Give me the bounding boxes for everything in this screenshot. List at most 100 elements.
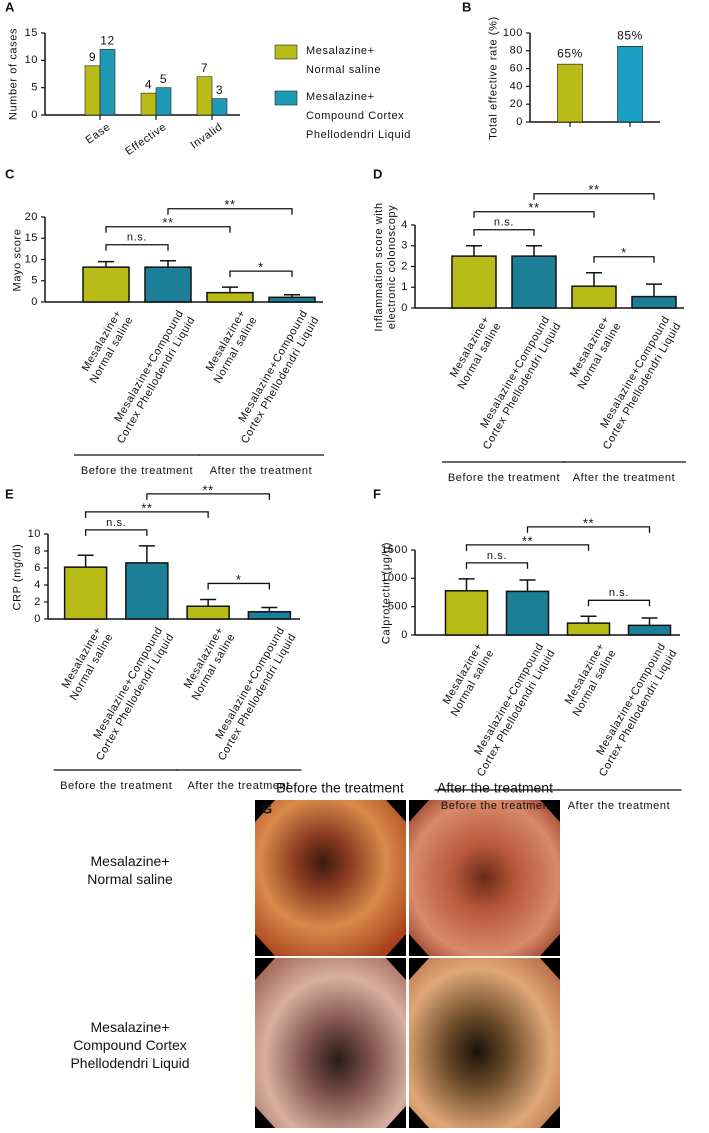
- y-tick-label: 80: [510, 45, 523, 57]
- significance-label: **: [528, 200, 539, 215]
- y-tick-label: 20: [510, 98, 523, 110]
- group-label: Before the treatment: [448, 472, 560, 484]
- y-tick-label: 60: [510, 63, 523, 75]
- panel-letter: E: [5, 486, 14, 501]
- y-tick-label: 1: [401, 281, 408, 293]
- y-tick-label: 1000: [381, 572, 408, 584]
- significance-label: *: [236, 572, 242, 587]
- value-label: 12: [100, 34, 115, 48]
- group-label: Before the treatment: [60, 780, 172, 792]
- y-tick-label: 0: [401, 629, 408, 641]
- y-tick-label: 10: [28, 528, 41, 540]
- y-axis-label: Number of cases: [7, 27, 20, 121]
- significance-bracket: [473, 211, 595, 218]
- error-bar: [641, 617, 658, 626]
- error-bar: [98, 260, 114, 268]
- y-axis-label: Calprotectin (μg/g): [380, 541, 393, 644]
- significance-bracket: [84, 529, 148, 536]
- significance-bracket: [146, 493, 271, 500]
- column-header: After the treatment: [437, 780, 553, 796]
- bar: [125, 562, 169, 620]
- value-label: 5: [160, 72, 167, 86]
- panel-letter: G: [262, 801, 273, 816]
- endoscopy-image: [409, 958, 560, 1128]
- y-tick-label: 15: [25, 232, 38, 244]
- significance-label: **: [224, 197, 235, 212]
- significance-bracket: [84, 511, 209, 518]
- significance-bracket: [587, 599, 651, 607]
- bar: [631, 295, 677, 309]
- error-bar: [458, 578, 475, 591]
- group-label: Before the treatment: [441, 800, 553, 812]
- y-tick-label: 4: [401, 219, 408, 231]
- significance-bracket: [229, 270, 293, 278]
- y-tick-label: 40: [510, 80, 523, 92]
- error-bar: [138, 545, 155, 563]
- panel-letter: D: [373, 166, 383, 181]
- value-label: 3: [216, 83, 223, 97]
- error-bar: [526, 245, 542, 257]
- error-bar: [519, 579, 536, 592]
- significance-bracket: [105, 226, 231, 233]
- bar: [155, 87, 172, 116]
- bar: [63, 566, 108, 620]
- significance-bracket: [105, 244, 169, 251]
- bar: [186, 605, 230, 620]
- y-tick-label: 0: [31, 296, 38, 308]
- y-tick-label: 8: [34, 545, 41, 557]
- significance-bracket: [465, 562, 529, 569]
- y-tick-label: 6: [34, 562, 41, 574]
- y-axis-label: Mayo score: [11, 228, 24, 291]
- significance-label: n.s.: [127, 232, 147, 244]
- significance-label: n.s.: [106, 517, 126, 529]
- bar: [82, 266, 130, 303]
- row-label: Mesalazine+ Normal saline: [87, 853, 173, 887]
- bar: [196, 76, 213, 116]
- error-bar: [222, 286, 238, 293]
- bar: [511, 255, 557, 309]
- y-tick-label: 2: [401, 260, 408, 272]
- panel-letter: C: [5, 166, 15, 181]
- error-bar: [160, 260, 176, 268]
- y-tick-label: 5: [31, 275, 38, 287]
- error-bar: [200, 598, 217, 607]
- bar: [627, 624, 672, 636]
- column-header: Before the treatment: [276, 780, 404, 796]
- significance-label: *: [258, 260, 264, 275]
- y-tick-label: 500: [388, 601, 408, 613]
- significance-label: **: [583, 515, 594, 530]
- y-tick-label: 0: [31, 109, 38, 121]
- group-label: After the treatment: [188, 780, 291, 792]
- bar: [557, 63, 583, 123]
- bar: [268, 296, 316, 303]
- bar: [571, 285, 617, 309]
- y-axis-label: Total effective rate (%): [487, 15, 500, 140]
- bar: [99, 49, 116, 116]
- y-tick-label: 10: [25, 253, 38, 265]
- y-tick-label: 0: [34, 613, 41, 625]
- legend-swatch: [274, 90, 298, 106]
- panel-letter: A: [5, 0, 15, 14]
- significance-bracket: [526, 526, 651, 533]
- significance-bracket: [593, 256, 655, 263]
- significance-bracket: [465, 544, 590, 551]
- value-label: 85%: [617, 29, 643, 43]
- significance-label: **: [202, 482, 213, 497]
- bar: [505, 590, 550, 636]
- group-label: Before the treatment: [81, 465, 193, 477]
- bar: [444, 590, 489, 636]
- error-bar: [586, 271, 602, 287]
- error-bar: [646, 283, 662, 297]
- significance-label: n.s.: [609, 587, 629, 599]
- group-label: After the treatment: [573, 472, 676, 484]
- y-tick-label: 1500: [381, 544, 408, 556]
- legend-swatch: [274, 44, 298, 60]
- y-tick-label: 100: [503, 27, 523, 39]
- group-label: After the treatment: [210, 465, 313, 477]
- error-bar: [466, 245, 482, 257]
- error-bar: [284, 294, 300, 298]
- endoscopy-images: [255, 800, 560, 1128]
- value-label: 9: [89, 50, 96, 64]
